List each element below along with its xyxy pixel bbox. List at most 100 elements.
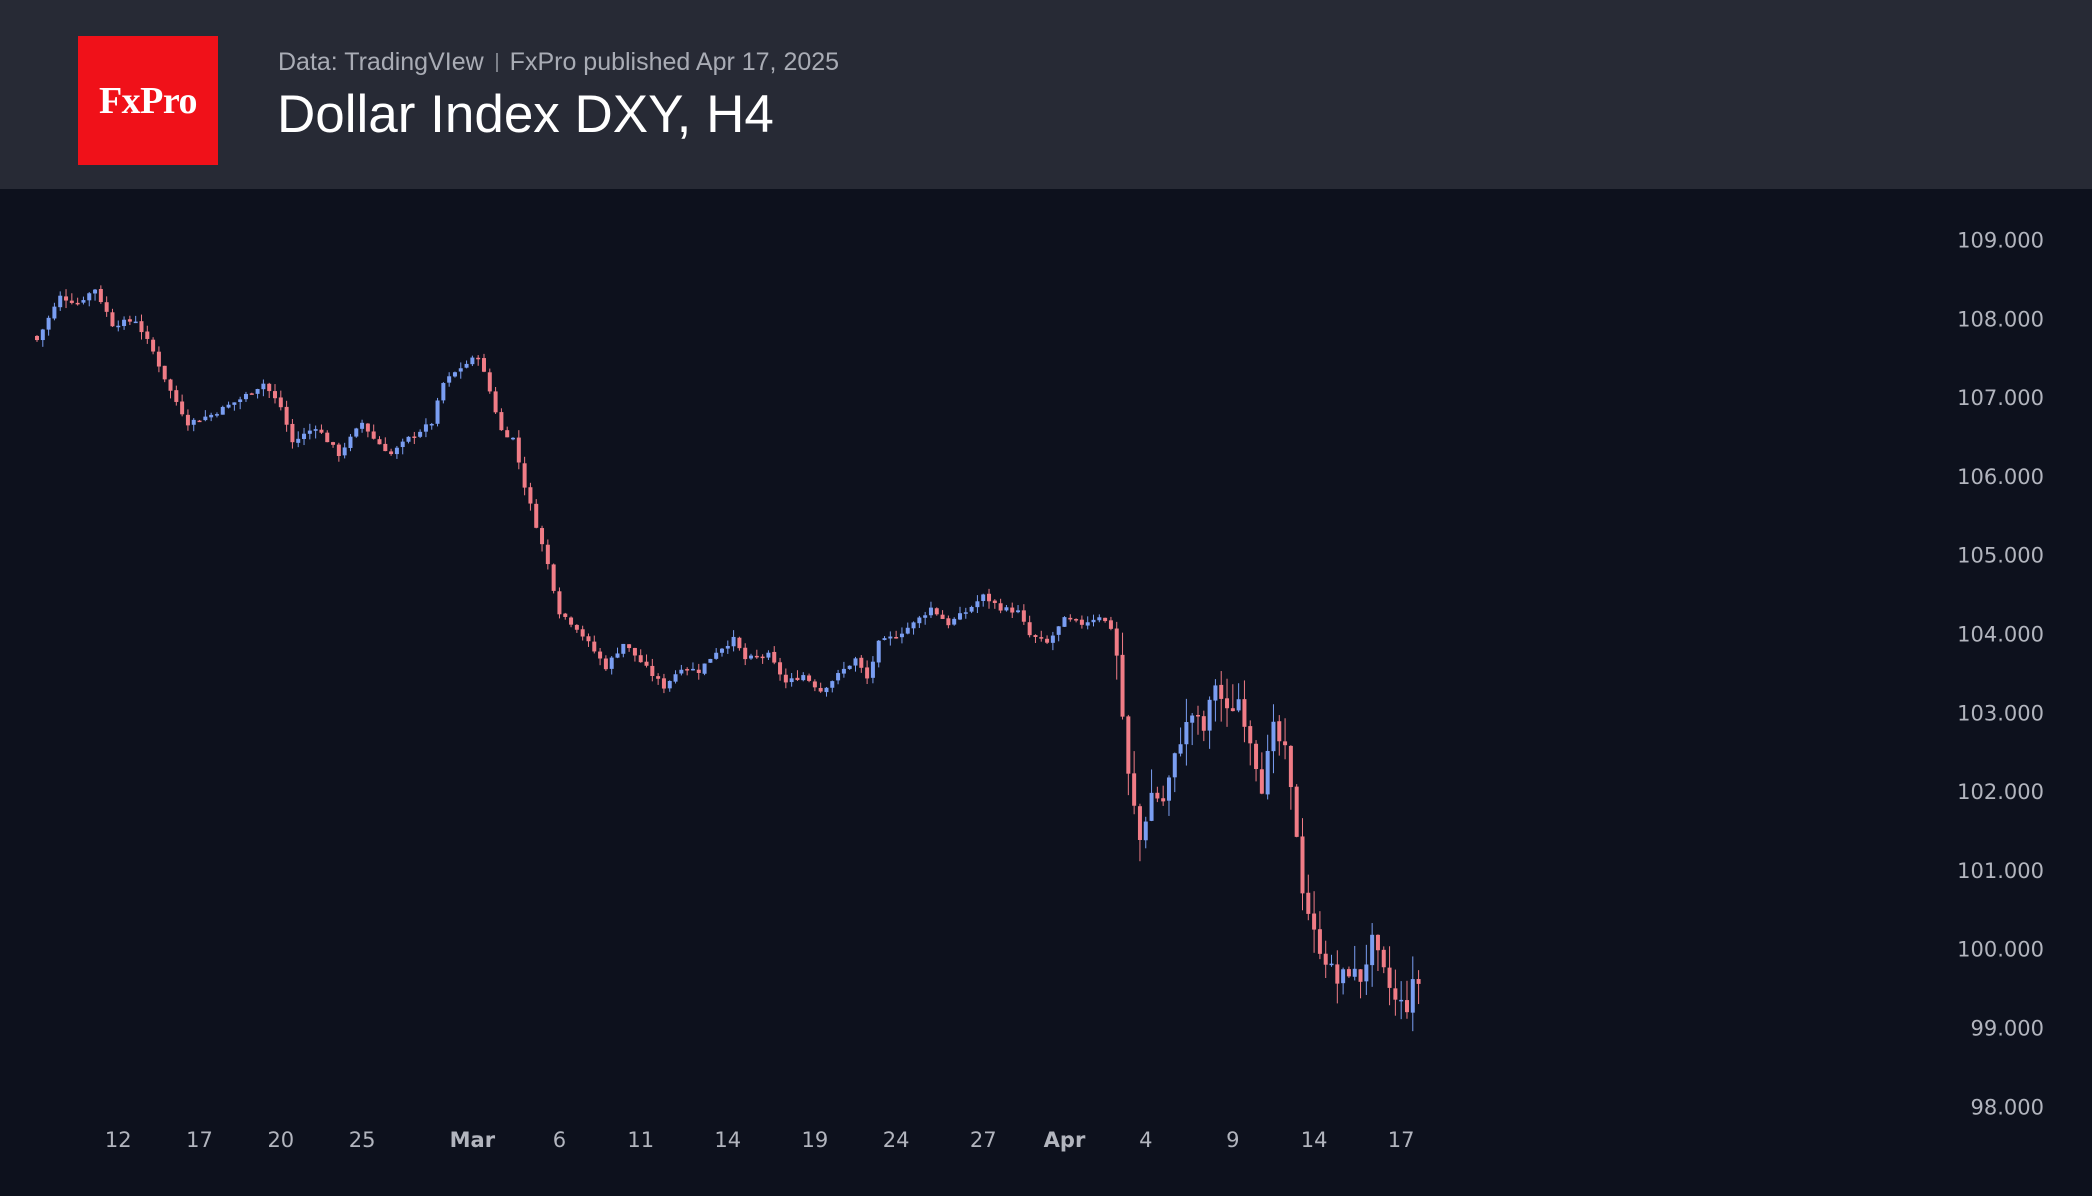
y-tick-label: 100.000: [1957, 938, 2044, 962]
candle-body: [1074, 619, 1079, 621]
candle-body: [836, 673, 841, 681]
candle-body: [1242, 699, 1247, 727]
chart-title: Dollar Index DXY, H4: [277, 85, 774, 144]
candle-body: [261, 383, 266, 390]
candle-body: [435, 400, 440, 424]
candle-body: [104, 302, 109, 312]
candle-body: [574, 624, 579, 630]
price-axis: 109.000 108.000 107.000 106.000 105.000 104.0…: [1957, 229, 2044, 1120]
candle-body: [58, 295, 63, 308]
candle-body: [325, 432, 330, 443]
candle-body: [934, 608, 939, 615]
logo-text: FxPro: [98, 79, 198, 122]
candle-body: [1346, 969, 1351, 977]
candle-body: [470, 357, 475, 365]
candle-body: [998, 603, 1003, 611]
x-tick-label: Mar: [450, 1128, 496, 1152]
candle-body: [319, 429, 324, 433]
candle-body: [406, 436, 411, 442]
candle-body: [238, 399, 243, 402]
candle-body: [598, 651, 603, 659]
candle-body: [1230, 708, 1235, 712]
x-tick-label: 17: [1388, 1128, 1415, 1152]
candle-body: [1108, 620, 1113, 629]
candle-body: [1364, 964, 1369, 982]
x-tick-label: 6: [553, 1128, 566, 1152]
candle-body: [331, 442, 336, 445]
x-tick-label: Apr: [1044, 1128, 1086, 1152]
candle-body: [899, 633, 904, 638]
candle-body: [1213, 685, 1218, 701]
candle-body: [354, 428, 359, 437]
candle-body: [1079, 619, 1084, 625]
candle-body: [696, 669, 701, 673]
candle-body: [1149, 792, 1154, 821]
candle-body: [580, 629, 585, 637]
candle-body: [1236, 699, 1241, 711]
candle-body: [1288, 745, 1293, 788]
candle-body: [714, 652, 719, 659]
candle-body: [412, 436, 417, 438]
candle-body: [447, 376, 452, 383]
candle-body: [418, 431, 423, 437]
candle-body: [963, 612, 968, 614]
candle-body: [1085, 622, 1090, 626]
candle-body: [429, 423, 434, 426]
candles-group: [35, 285, 1421, 1032]
candle-body: [1155, 792, 1160, 799]
candle-body: [1114, 628, 1119, 656]
candle-body: [1143, 821, 1148, 841]
candle-body: [749, 655, 754, 659]
candle-body: [1265, 750, 1270, 795]
candle-body: [1317, 929, 1322, 954]
y-tick-label: 98.000: [1971, 1095, 2044, 1119]
candle-body: [609, 657, 614, 669]
candle-body: [673, 674, 678, 682]
candle-body: [209, 414, 214, 418]
candle-body: [586, 636, 591, 642]
candle-body: [203, 416, 208, 421]
candle-body: [731, 636, 736, 647]
candle-body: [1184, 722, 1189, 745]
candle-body: [656, 676, 661, 679]
candle-body: [516, 437, 521, 463]
candle-body: [615, 653, 620, 658]
candle-body: [638, 655, 643, 663]
candle-body: [743, 647, 748, 660]
candle-body: [1375, 934, 1380, 951]
candle-body: [69, 300, 74, 303]
candle-body: [273, 391, 278, 399]
candle-body: [569, 617, 574, 625]
x-tick-label: 11: [627, 1128, 654, 1152]
candle-body: [278, 397, 283, 408]
x-tick-label: 24: [883, 1128, 910, 1152]
candle-body: [255, 389, 260, 394]
candle-body: [644, 661, 649, 666]
candle-body: [1201, 716, 1206, 731]
candle-body: [667, 681, 672, 689]
candlestick-chart: 109.000 108.000 107.000 106.000 105.000 104.0…: [35, 229, 2044, 1152]
candle-body: [441, 383, 446, 401]
x-tick-label: 14: [714, 1128, 741, 1152]
candle-body: [661, 678, 666, 689]
candle-body: [1370, 934, 1375, 966]
candle-body: [1225, 698, 1230, 709]
candle-body: [627, 644, 632, 649]
candle-body: [127, 319, 132, 322]
candle-body: [1329, 963, 1334, 966]
candle-body: [1172, 753, 1177, 778]
candle-body: [679, 669, 684, 674]
candle-body: [917, 617, 922, 624]
candle-body: [145, 331, 150, 339]
candle-body: [1039, 637, 1044, 639]
candle-body: [1166, 777, 1171, 801]
candle-body: [458, 368, 463, 372]
candle-body: [191, 419, 196, 425]
candle-body: [87, 293, 92, 301]
candle-body: [464, 363, 469, 368]
candle-body: [249, 393, 254, 395]
candle-body: [1271, 721, 1276, 752]
x-tick-label: 19: [802, 1128, 829, 1152]
candle-body: [156, 351, 161, 367]
candle-body: [52, 306, 57, 319]
